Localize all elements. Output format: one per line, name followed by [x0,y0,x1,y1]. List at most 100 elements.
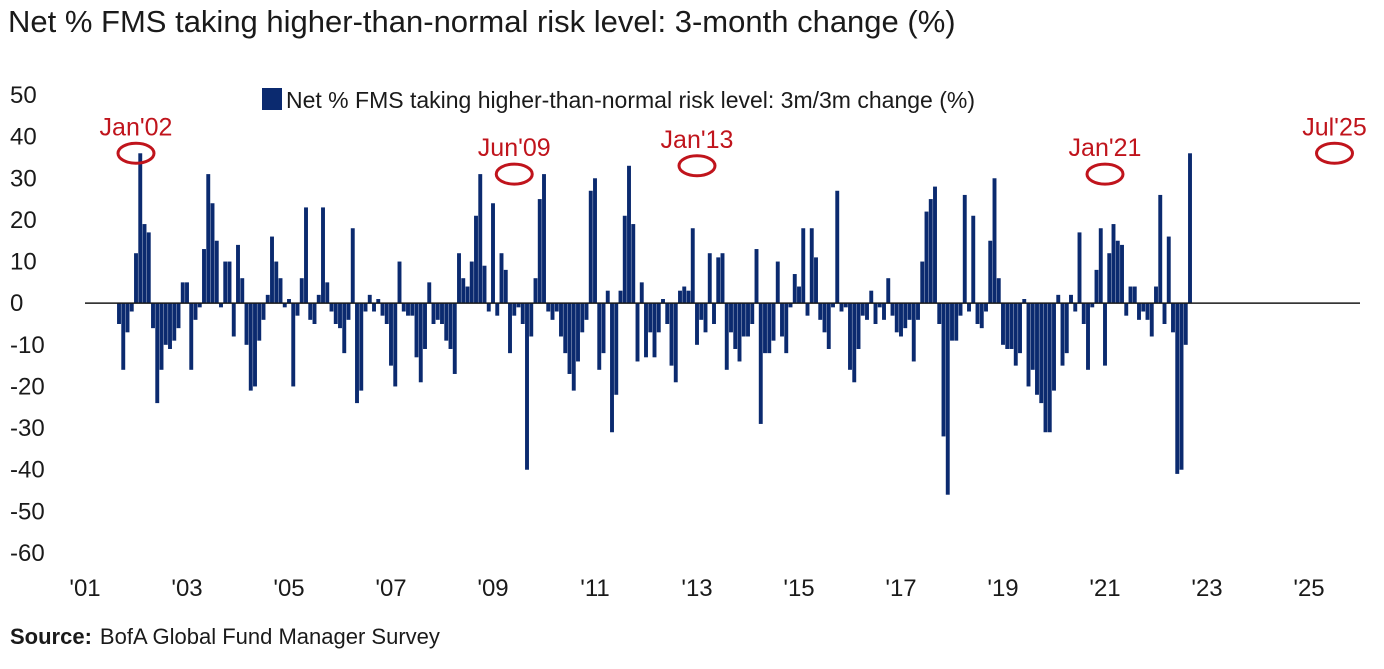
bar [155,303,160,404]
bar [452,303,457,374]
bar [1047,303,1052,433]
bar [151,303,155,329]
bar [503,269,508,304]
bar [763,303,767,354]
bar [537,199,542,304]
bar [278,278,283,304]
bar [907,303,912,320]
peak-annotations: Jan'02 Jun'09 Jan'13 Jan'21 Jul'25 [100,113,1367,186]
bar [389,303,393,366]
bar [350,228,355,304]
source-label: Source: [10,624,92,649]
bar [682,286,687,304]
bar [270,236,274,304]
bar [831,303,835,308]
y-tick-label: -20 [10,373,45,400]
bar [894,303,899,333]
bar [818,303,823,320]
bar [661,299,665,304]
bar [146,232,151,304]
bar [1052,303,1056,391]
bar [367,294,372,304]
bar [916,303,920,320]
bar [1145,303,1150,320]
y-tick-label: 30 [10,165,37,192]
bar [992,178,997,304]
bar [1115,240,1120,304]
x-tick-label: '13 [681,575,712,602]
bar [533,278,538,304]
bar [877,303,882,308]
bar [614,303,619,395]
x-tick-label: '15 [783,575,814,602]
bar [788,303,793,308]
bar [1141,303,1146,312]
x-tick-label: '01 [69,575,100,602]
bar [941,303,946,437]
bar [427,282,432,304]
bar [295,303,300,316]
y-tick-label: -30 [10,415,45,442]
bar [231,303,236,337]
bar [240,278,245,304]
bar [486,303,491,312]
bar [410,303,415,316]
bar [346,303,351,320]
bar [282,303,287,308]
x-tick-label: '19 [987,575,1018,602]
bar [971,215,976,304]
bar [185,282,189,304]
bar [321,207,325,304]
bar [542,174,546,304]
bar [593,178,597,304]
bar [848,303,852,370]
bar [571,303,576,391]
bar [384,303,389,324]
bar [1090,303,1095,308]
bar [244,303,249,345]
bar [1056,294,1061,304]
bar [1154,286,1158,304]
bar [1069,294,1073,304]
bar [1124,303,1129,316]
x-tick-label: '09 [477,575,508,602]
bar [206,174,211,304]
bar [678,290,682,304]
bar [924,211,929,304]
x-tick-label: '11 [580,575,610,602]
bar [1158,194,1163,304]
bar [741,303,746,337]
bar [304,207,308,304]
bar [835,190,840,304]
bar-series [117,153,1192,495]
bar [418,303,423,383]
bar [478,174,483,304]
bar [338,303,342,329]
bar [1175,303,1180,474]
bar [716,257,721,304]
bar [618,290,623,304]
bar [644,303,648,358]
bar [508,303,512,354]
bar [325,282,330,304]
bar [1013,303,1018,366]
bar [648,303,653,333]
bar [223,261,228,304]
bar [720,253,725,304]
bar [287,299,291,304]
bar [236,244,240,304]
bar [1132,286,1137,304]
bar [1081,303,1086,324]
bar [359,303,364,391]
bar [1026,303,1031,387]
bar [920,261,925,304]
bar [227,261,232,304]
bar [363,303,368,312]
bar [746,303,750,337]
bar [495,303,500,316]
bar [1137,303,1141,320]
bar [316,294,321,304]
bar [546,303,551,312]
bar [1001,303,1005,345]
bar [580,303,585,333]
